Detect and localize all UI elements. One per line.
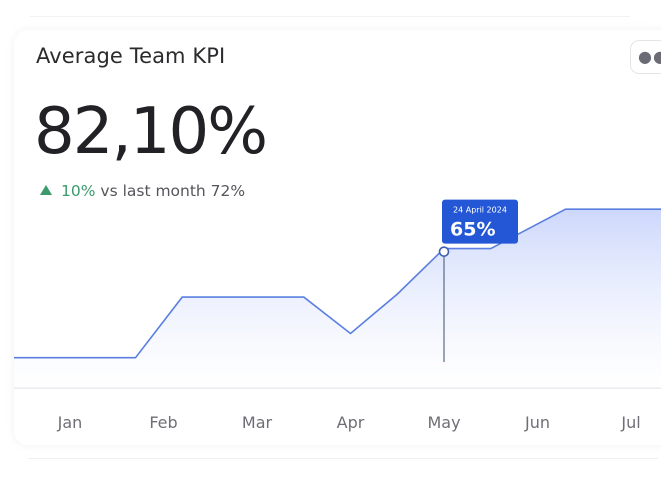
triangle-up-icon	[40, 185, 52, 195]
trend-row: 10% vs last month 72%	[40, 182, 245, 200]
tooltip-value: 65%	[450, 219, 495, 241]
x-tick-label: Apr	[337, 413, 365, 432]
tooltip-box	[442, 199, 518, 244]
data-tooltip: 24 April 2024 65%	[442, 199, 518, 244]
tooltip-date: 24 April 2024	[453, 206, 507, 215]
x-tick-label: Mar	[242, 413, 273, 432]
card-title: Average Team KPI	[36, 44, 226, 68]
series-line	[14, 208, 661, 359]
kpi-area-chart: 24 April 2024 65% Jan Feb Mar Apr May Jun Jul	[14, 199, 661, 432]
x-tick-label: Jul	[620, 413, 640, 432]
highlight-point[interactable]	[438, 246, 450, 257]
more-horizontal-icon: ●●●	[638, 47, 661, 66]
more-options-button[interactable]: ●●●	[630, 40, 661, 74]
x-axis-ticks: Jan Feb Mar Apr May Jun Jul	[57, 413, 641, 432]
area-fill	[14, 209, 661, 388]
kpi-card: Average Team KPI ●●● 82,10% 10% vs last …	[14, 30, 661, 445]
kpi-value: 82,10%	[34, 95, 268, 169]
trend-comparison: vs last month 72%	[100, 182, 246, 200]
x-tick-label: Jan	[57, 413, 83, 432]
bottom-divider	[28, 458, 658, 459]
x-tick-label: Jun	[524, 413, 550, 432]
top-divider	[30, 16, 630, 20]
trend-change: 10%	[61, 182, 96, 200]
x-tick-label: May	[427, 413, 460, 432]
x-tick-label: Feb	[149, 413, 177, 432]
